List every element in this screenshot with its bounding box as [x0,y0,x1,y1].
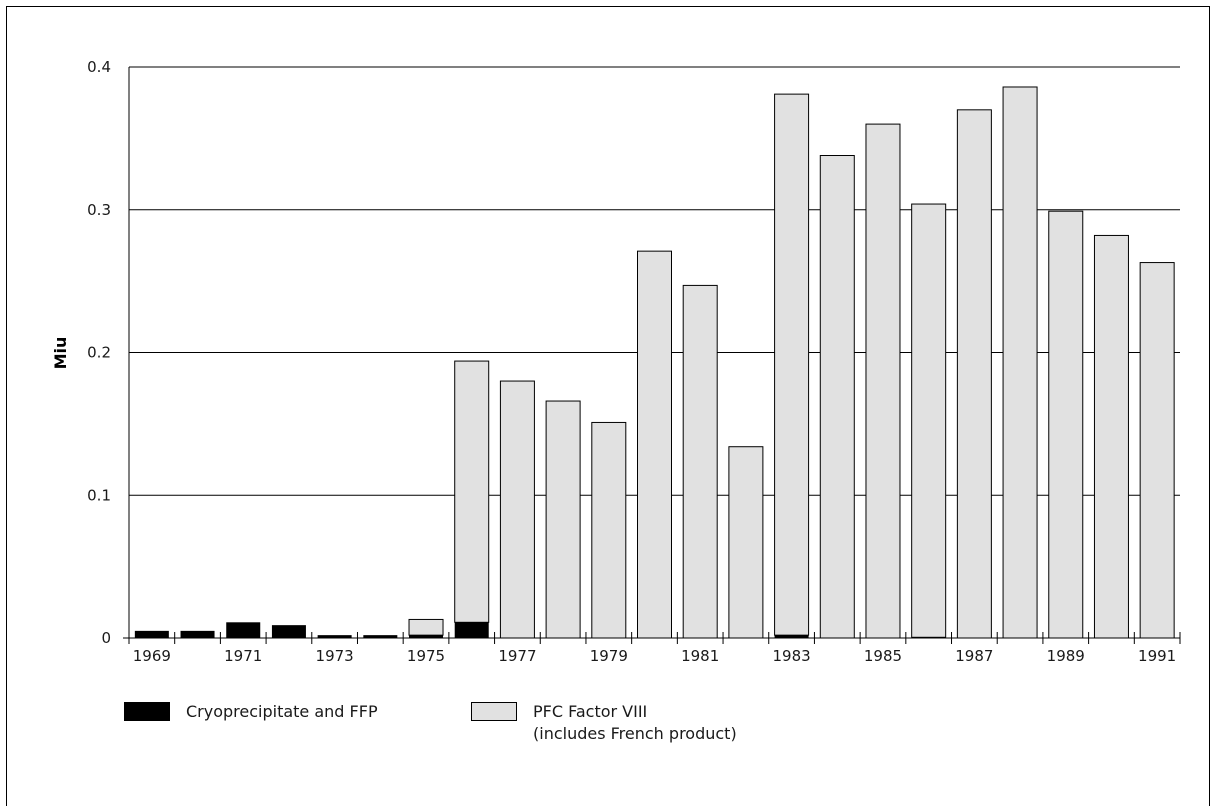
x-tick-label: 1981 [681,647,719,665]
y-tick-label: 0.2 [87,344,111,362]
legend-swatch-pfc [471,702,517,721]
bar-pfc-factor-viii [591,421,627,639]
bar-pfc-factor-viii [499,380,535,639]
bar-pfc-factor-viii [956,109,992,639]
y-tick-label: 0.4 [87,58,111,76]
bar-pfc-factor-viii [1093,234,1129,639]
bars [134,86,1175,639]
legend-label-pfc-line2: (includes French product) [533,724,737,743]
bar-cryo-ffp [363,635,398,638]
x-tick-label: 1979 [590,647,628,665]
bar-pfc-factor-viii [728,446,764,639]
figure-frame [6,6,1210,806]
bar-pfc-factor-viii [454,360,490,623]
bar-pfc-factor-viii [1002,86,1038,639]
x-tick-label: 1991 [1138,647,1176,665]
bar-cryo-ffp [317,635,352,638]
x-tick-label: 1985 [864,647,902,665]
bar-cryo-ffp [774,635,809,638]
bar-cryo-ffp [454,622,489,638]
bar-pfc-factor-viii [911,203,947,638]
y-axis-label: Miu [51,337,70,370]
x-tick-label: 1971 [224,647,262,665]
bar-pfc-factor-viii [637,250,672,639]
bar-pfc-factor-viii [408,618,444,636]
x-tick-label: 1973 [316,647,354,665]
y-tick-label: 0.1 [87,486,111,504]
x-tick-label: 1977 [498,647,536,665]
bar-pfc-factor-viii [545,400,581,639]
x-tick-labels: 1969 1971 1973 1975 1977 1979 1981 1983 1985 1987… [133,647,1176,665]
x-tick-label: 1969 [133,647,171,665]
legend-swatch-cryo [124,702,170,721]
y-tick-label: 0 [101,629,111,647]
y-tick-label: 0.3 [87,201,111,219]
bar-cryo-ffp [180,630,215,638]
x-tick-label: 1989 [1047,647,1085,665]
bar-cryo-ffp [226,622,261,638]
bar-pfc-factor-viii [1048,210,1084,639]
bar-pfc-factor-viii [774,93,810,636]
bar-cryo-ffp [409,635,444,638]
x-tick-label: 1983 [772,647,810,665]
legend-label-pfc-line1: PFC Factor VIII [533,702,648,721]
x-tick-label: 1987 [955,647,993,665]
bar-pfc-factor-viii [682,284,718,639]
legend-label-cryo: Cryoprecipitate and FFP [186,702,378,721]
bar-cryo-ffp [271,625,306,638]
y-tick-labels: 0 0.1 0.2 0.3 0.4 [87,58,111,647]
bar-pfc-factor-viii [1139,262,1175,639]
bar-pfc-factor-viii [819,155,855,639]
x-tick-label: 1975 [407,647,445,665]
bar-cryo-ffp [134,630,169,638]
axes [123,67,1181,644]
bar-pfc-factor-viii [865,123,901,639]
